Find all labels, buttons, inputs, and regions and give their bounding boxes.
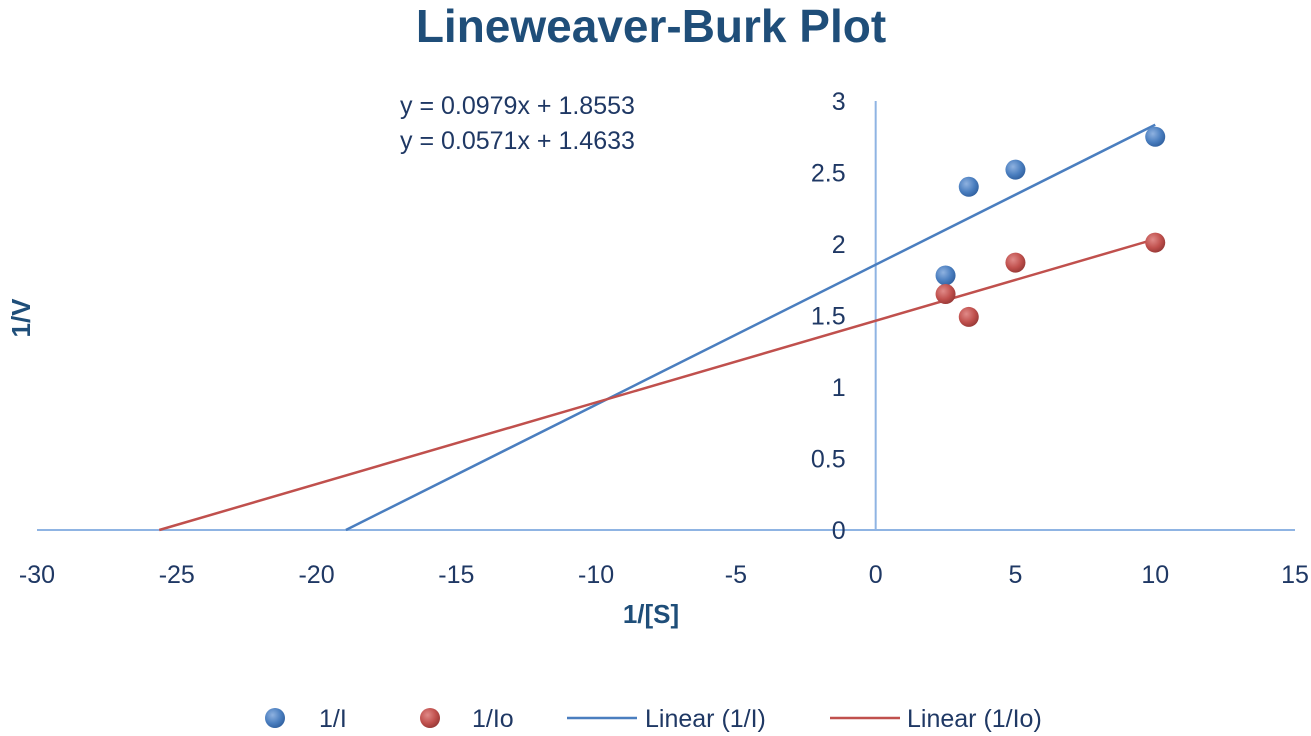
x-axis-title: 1/[S] [623,599,679,629]
x-tick-labels: -30 -25 -20 -15 -10 -5 0 5 10 15 [19,561,1309,589]
trendline-equations: y = 0.0979x + 1.8553 y = 0.0571x + 1.463… [400,92,635,155]
x-tick-label: -25 [159,561,195,589]
trendline-linear-1-over-io [158,237,1156,532]
x-tick-label: -20 [298,561,334,589]
legend-label-1-over-io: 1/Io [472,705,514,733]
legend-label-1-over-i: 1/I [319,705,347,733]
data-point-1-over-i [1145,126,1166,147]
x-tick-label: 0 [869,561,883,589]
axes [37,101,1295,531]
x-tick-label: 15 [1281,561,1309,589]
legend-label-linear-1-over-io: Linear (1/Io) [907,705,1042,733]
x-tick-label: 10 [1141,561,1169,589]
data-points [935,126,1166,327]
x-tick-label: 5 [1008,561,1022,589]
data-point-1-over-io [935,284,956,305]
data-point-1-over-io [1145,232,1166,253]
y-tick-label: 0.5 [811,446,846,474]
legend-marker-1-over-i [265,708,285,728]
trendline-linear-1-over-i [345,123,1156,532]
legend: 1/I 1/Io Linear (1/I) Linear (1/Io) [265,705,1042,733]
x-tick-label: -15 [438,561,474,589]
y-axis-title: 1/V [6,298,36,338]
data-point-1-over-io [958,306,979,327]
equation-1-over-io: y = 0.0571x + 1.4633 [400,127,635,155]
legend-marker-1-over-io [420,708,440,728]
data-point-1-over-i [1005,159,1026,180]
y-tick-labels: 0 0.5 1 1.5 2 2.5 3 [811,88,846,545]
trendlines [158,123,1156,532]
equation-1-over-i: y = 0.0979x + 1.8553 [400,92,635,120]
x-tick-label: -30 [19,561,55,589]
y-tick-label: 2 [832,231,846,259]
x-tick-label: -10 [578,561,614,589]
data-point-1-over-io [1005,252,1026,273]
legend-label-linear-1-over-i: Linear (1/I) [645,705,766,733]
data-point-1-over-i [958,176,979,197]
y-tick-label: 0 [832,517,846,545]
y-tick-label: 3 [832,88,846,116]
chart-title: Lineweaver-Burk Plot [416,0,886,52]
x-tick-label: -5 [725,561,747,589]
y-tick-label: 1 [832,374,846,402]
data-point-1-over-i [935,265,956,286]
y-tick-label: 2.5 [811,160,846,188]
y-tick-label: 1.5 [811,303,846,331]
